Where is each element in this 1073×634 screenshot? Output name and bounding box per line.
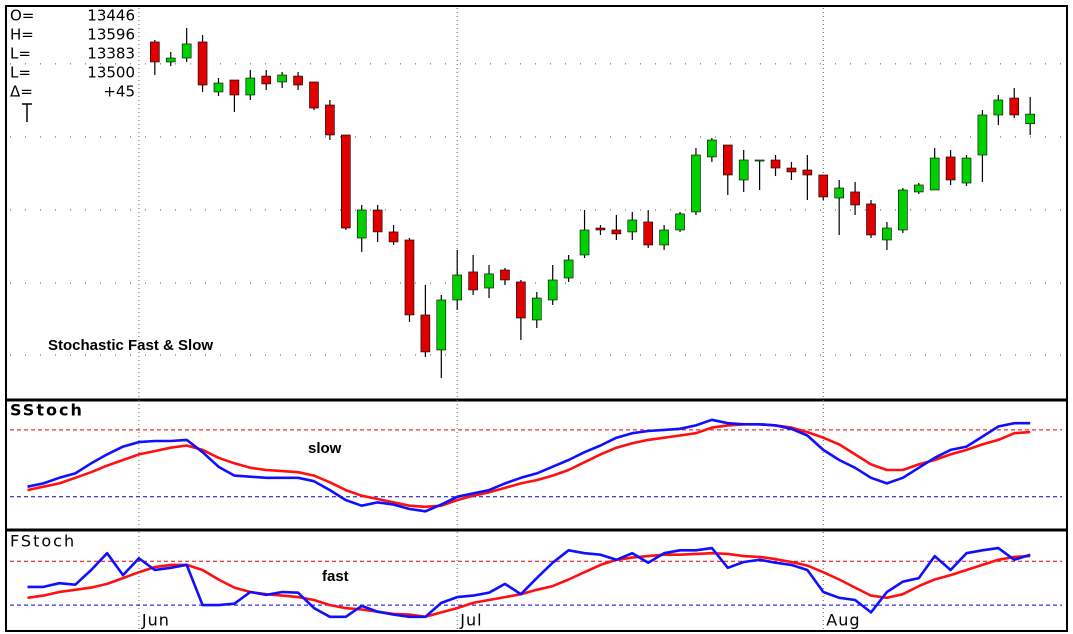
candle-body	[500, 269, 510, 281]
candle-body	[229, 79, 240, 96]
candle-body	[866, 203, 876, 236]
candle-body	[420, 314, 431, 353]
annotation: fast	[322, 568, 349, 585]
stoch-line	[27, 546, 1031, 619]
candle-body	[213, 82, 224, 93]
candle-body	[547, 279, 558, 301]
candle-body	[675, 213, 685, 231]
candle-body	[770, 159, 781, 169]
readout-label: L=	[10, 45, 31, 63]
x-tick-label: Jul	[459, 611, 482, 630]
candle-body	[627, 219, 638, 233]
candle-body	[165, 57, 176, 63]
candle-body	[882, 227, 892, 241]
candle-body	[245, 77, 256, 96]
x-tick-label: Aug	[826, 611, 860, 630]
candle-body	[595, 227, 606, 231]
candle-body	[643, 221, 654, 246]
candle-body	[436, 299, 447, 351]
candle-body	[659, 229, 669, 246]
panel-title: FStoch	[10, 532, 76, 551]
candle-body	[181, 43, 192, 59]
candle-body	[611, 229, 622, 235]
cursor-icon	[22, 103, 32, 122]
readout-value: +45	[103, 83, 135, 101]
candle-body	[452, 274, 463, 301]
candle-body	[818, 174, 829, 198]
candle-body	[1025, 113, 1035, 125]
candle-body	[531, 297, 542, 321]
candle-body	[977, 114, 988, 156]
candle-body	[325, 104, 335, 136]
readout-value: 13500	[87, 64, 135, 82]
candle-body	[516, 281, 526, 319]
annotation: Stochastic Fast & Slow	[48, 337, 213, 354]
panel-title: SStoch	[10, 401, 84, 420]
candle-body	[722, 144, 733, 176]
candle-body	[579, 229, 590, 256]
candle-body	[309, 81, 319, 109]
candle-body	[1009, 97, 1020, 116]
candle-body	[404, 239, 415, 316]
candle-body	[945, 156, 956, 181]
candle-body	[913, 184, 924, 193]
readout-label: O=	[10, 7, 34, 25]
stoch-line	[27, 418, 1031, 513]
candle-body	[961, 157, 972, 184]
candle-body	[754, 159, 765, 162]
candle-body	[563, 259, 574, 279]
candle-body	[786, 167, 797, 173]
candle-body	[150, 41, 160, 63]
candle-body	[388, 231, 399, 243]
stoch-line	[27, 551, 1031, 619]
stoch-line	[27, 423, 1031, 509]
readout-label: L=	[10, 64, 31, 82]
candle-body	[277, 74, 287, 83]
candle-body	[356, 209, 367, 239]
x-tick-label: Jun	[141, 611, 170, 630]
candle-body	[802, 169, 813, 176]
candle-body	[691, 154, 701, 213]
candle-body	[261, 75, 272, 85]
candle-body	[898, 189, 908, 231]
candle-body	[929, 157, 940, 191]
readout-value: 13596	[87, 26, 135, 44]
candle-body	[341, 134, 351, 229]
readout-value: 13446	[87, 7, 135, 25]
readout-label: H=	[10, 26, 34, 44]
candle-body	[850, 191, 860, 206]
candle-body	[293, 75, 303, 86]
readout-value: 13383	[87, 45, 135, 63]
candle-body	[707, 139, 717, 158]
candle-body	[738, 159, 749, 181]
candle-body	[372, 209, 383, 233]
readout-label: Δ=	[10, 83, 33, 101]
candle-body	[834, 187, 844, 199]
candle-body	[197, 41, 208, 86]
candle-body	[993, 99, 1004, 116]
candle-body	[468, 271, 478, 291]
annotation: slow	[308, 440, 342, 457]
candle-body	[484, 273, 494, 289]
